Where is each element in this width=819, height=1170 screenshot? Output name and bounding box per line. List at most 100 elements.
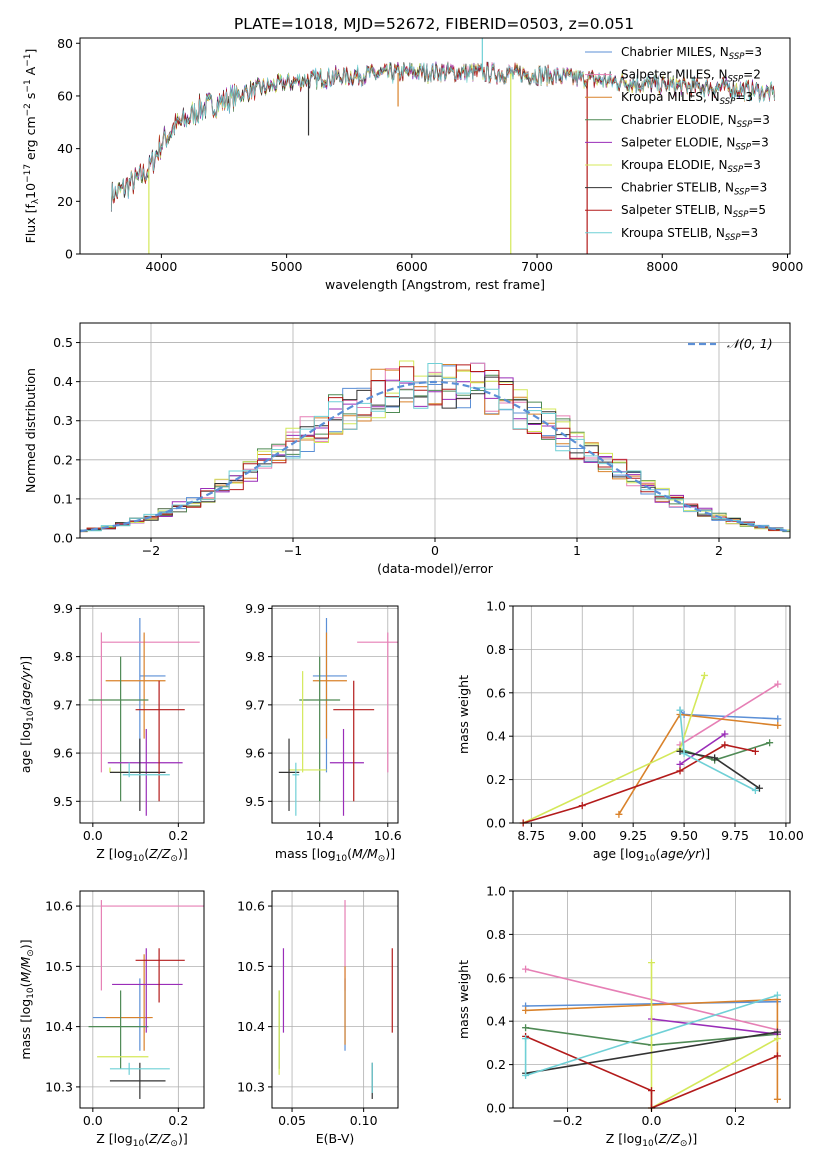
x-tick-label: −0.2 bbox=[552, 1113, 582, 1128]
series-line bbox=[525, 1031, 778, 1075]
y-tick-label: 0.4 bbox=[486, 1014, 506, 1029]
x-tick-label: 9.00 bbox=[568, 828, 596, 843]
series-line bbox=[618, 713, 778, 815]
x-tick-label: 5000 bbox=[271, 259, 303, 274]
x-tick-label: 8000 bbox=[646, 259, 678, 274]
y-tick-label: 10.6 bbox=[45, 899, 73, 914]
figure-title: PLATE=1018, MJD=52672, FIBERID=0503, z=0… bbox=[234, 15, 634, 33]
data-point bbox=[755, 784, 763, 792]
legend-label: Salpeter STELIB, NSSP=5 bbox=[621, 203, 766, 220]
x-tick-label: 0 bbox=[431, 543, 439, 558]
x-tick-label: 0.2 bbox=[168, 828, 188, 843]
y-tick-label: 0.0 bbox=[486, 816, 506, 831]
y-tick-label: 9.9 bbox=[53, 601, 73, 616]
data-point bbox=[522, 965, 530, 973]
y-axis-label: Flux [fλ10−17 erg cm−2 s−1 A−1] bbox=[23, 49, 41, 244]
y-tick-label: 10.5 bbox=[237, 959, 265, 974]
x-tick-label: 0.10 bbox=[350, 1113, 378, 1128]
age-vs-Z-panel: 0.0 0.2 9.5 9.6 9.7 9.8 9.9 Z [log10(Z/Z⊙)] age … bbox=[18, 601, 205, 864]
series-line bbox=[651, 1018, 778, 1035]
data-point bbox=[676, 706, 684, 714]
y-tick-label: 9.7 bbox=[53, 697, 73, 712]
y-tick-label: 0.4 bbox=[53, 374, 73, 389]
data-point bbox=[578, 802, 586, 810]
x-axis-label: (data-model)/error bbox=[377, 561, 494, 576]
data-point bbox=[700, 671, 708, 679]
y-tick-label: 0.4 bbox=[486, 729, 506, 744]
y-tick-label: 9.6 bbox=[245, 746, 265, 761]
x-axis-label: Z [log10(Z/Z⊙)] bbox=[606, 1131, 697, 1149]
data-point bbox=[711, 754, 719, 762]
x-axis-label: Z [log10(Z/Z⊙)] bbox=[96, 1131, 187, 1149]
y-tick-label: 20 bbox=[57, 194, 73, 209]
data-point bbox=[522, 1024, 530, 1032]
x-axis-label: Z [log10(Z/Z⊙)] bbox=[96, 846, 187, 864]
series-line bbox=[679, 733, 726, 766]
x-axis-label: wavelength [Angstrom, rest frame] bbox=[325, 277, 545, 292]
data-point bbox=[648, 1087, 655, 1095]
x-tick-label: 10.00 bbox=[768, 828, 804, 843]
x-tick-label: 10.4 bbox=[306, 828, 334, 843]
x-tick-label: 0.2 bbox=[725, 1113, 745, 1128]
y-tick-label: 0.6 bbox=[486, 685, 506, 700]
y-tick-label: 0.0 bbox=[486, 1101, 506, 1116]
y-tick-label: 0.0 bbox=[53, 531, 73, 546]
series-line bbox=[679, 683, 779, 746]
series-line bbox=[522, 744, 756, 824]
y-tick-label: 10.6 bbox=[237, 899, 265, 914]
y-tick-label: 0.2 bbox=[53, 452, 73, 467]
legend-label: Kroupa MILES, NSSP=3 bbox=[621, 90, 753, 107]
legend-label: Kroupa STELIB, NSSP=3 bbox=[621, 226, 758, 243]
y-tick-label: 9.7 bbox=[245, 697, 265, 712]
y-tick-label: 9.8 bbox=[53, 649, 73, 664]
gaussian-curve bbox=[79, 380, 791, 533]
mass-vs-Z-panel: 0.0 0.2 10.3 10.4 10.5 10.6 Z [log10(Z/Z⊙)] mas… bbox=[18, 890, 205, 1149]
y-tick-label: 0.1 bbox=[53, 491, 73, 506]
data-point bbox=[774, 715, 782, 723]
x-tick-label: 0.0 bbox=[83, 828, 103, 843]
axes-frame bbox=[79, 890, 205, 1109]
data-point bbox=[773, 1028, 781, 1036]
legend-label: Kroupa ELODIE, NSSP=3 bbox=[621, 158, 761, 175]
axes-frame bbox=[79, 37, 791, 255]
y-tick-label: 0.2 bbox=[486, 1057, 506, 1072]
x-tick-label: 0.2 bbox=[168, 1113, 188, 1128]
x-tick-label: 1 bbox=[573, 543, 581, 558]
x-tick-label: 0.0 bbox=[642, 1113, 662, 1128]
residuals-panel: −2 −1 0 1 2 0.0 0.1 0.2 0.3 0.4 0.5 (data-model)/er… bbox=[23, 322, 791, 576]
y-axis-label: mass [log10(M/M⊙)] bbox=[18, 939, 36, 1059]
legend-label: Salpeter MILES, NSSP=2 bbox=[621, 68, 761, 85]
legend-label: 𝒩(0, 1) bbox=[727, 336, 773, 351]
y-tick-label: 9.5 bbox=[53, 794, 73, 809]
age-vs-mass-panel: 10.4 10.6 9.5 9.6 9.7 9.8 9.9 mass [log10(M/M⊙)… bbox=[245, 601, 402, 864]
data-point bbox=[773, 991, 781, 999]
y-tick-label: 0.6 bbox=[486, 970, 506, 985]
axes-frame bbox=[271, 890, 399, 1109]
legend-label: Chabrier STELIB, NSSP=3 bbox=[621, 181, 767, 198]
data-point bbox=[751, 747, 759, 755]
x-tick-label: −1 bbox=[284, 543, 302, 558]
y-tick-label: 9.9 bbox=[245, 601, 265, 616]
data-point bbox=[751, 786, 759, 794]
x-tick-label: 9000 bbox=[772, 259, 804, 274]
y-tick-label: 0.8 bbox=[486, 927, 506, 942]
weight-vs-Z-panel: −0.2 0.0 0.2 0.0 0.2 0.4 0.6 0.8 1.0 Z [log10(Z/Z… bbox=[456, 884, 791, 1149]
series-line bbox=[525, 1035, 778, 1110]
y-tick-label: 0.2 bbox=[486, 772, 506, 787]
legend-label: Chabrier MILES, NSSP=3 bbox=[621, 45, 762, 62]
y-tick-label: 10.3 bbox=[237, 1079, 265, 1094]
y-tick-label: 40 bbox=[57, 141, 73, 156]
y-tick-label: 10.3 bbox=[45, 1079, 73, 1094]
data-point bbox=[721, 741, 729, 749]
histogram-series bbox=[79, 360, 790, 538]
data-point bbox=[522, 1035, 530, 1043]
spectrum-panel: 4000 5000 6000 7000 8000 9000 0 20 40 60 80 wavelen… bbox=[23, 36, 803, 292]
y-tick-label: 1.0 bbox=[486, 599, 506, 614]
y-tick-label: 0 bbox=[65, 247, 73, 262]
y-tick-label: 10.4 bbox=[237, 1019, 265, 1034]
data-point bbox=[773, 1052, 781, 1060]
axes-frame bbox=[512, 605, 791, 824]
x-axis-label: age [log10(age/yr)] bbox=[593, 846, 710, 864]
data-point bbox=[774, 721, 782, 729]
